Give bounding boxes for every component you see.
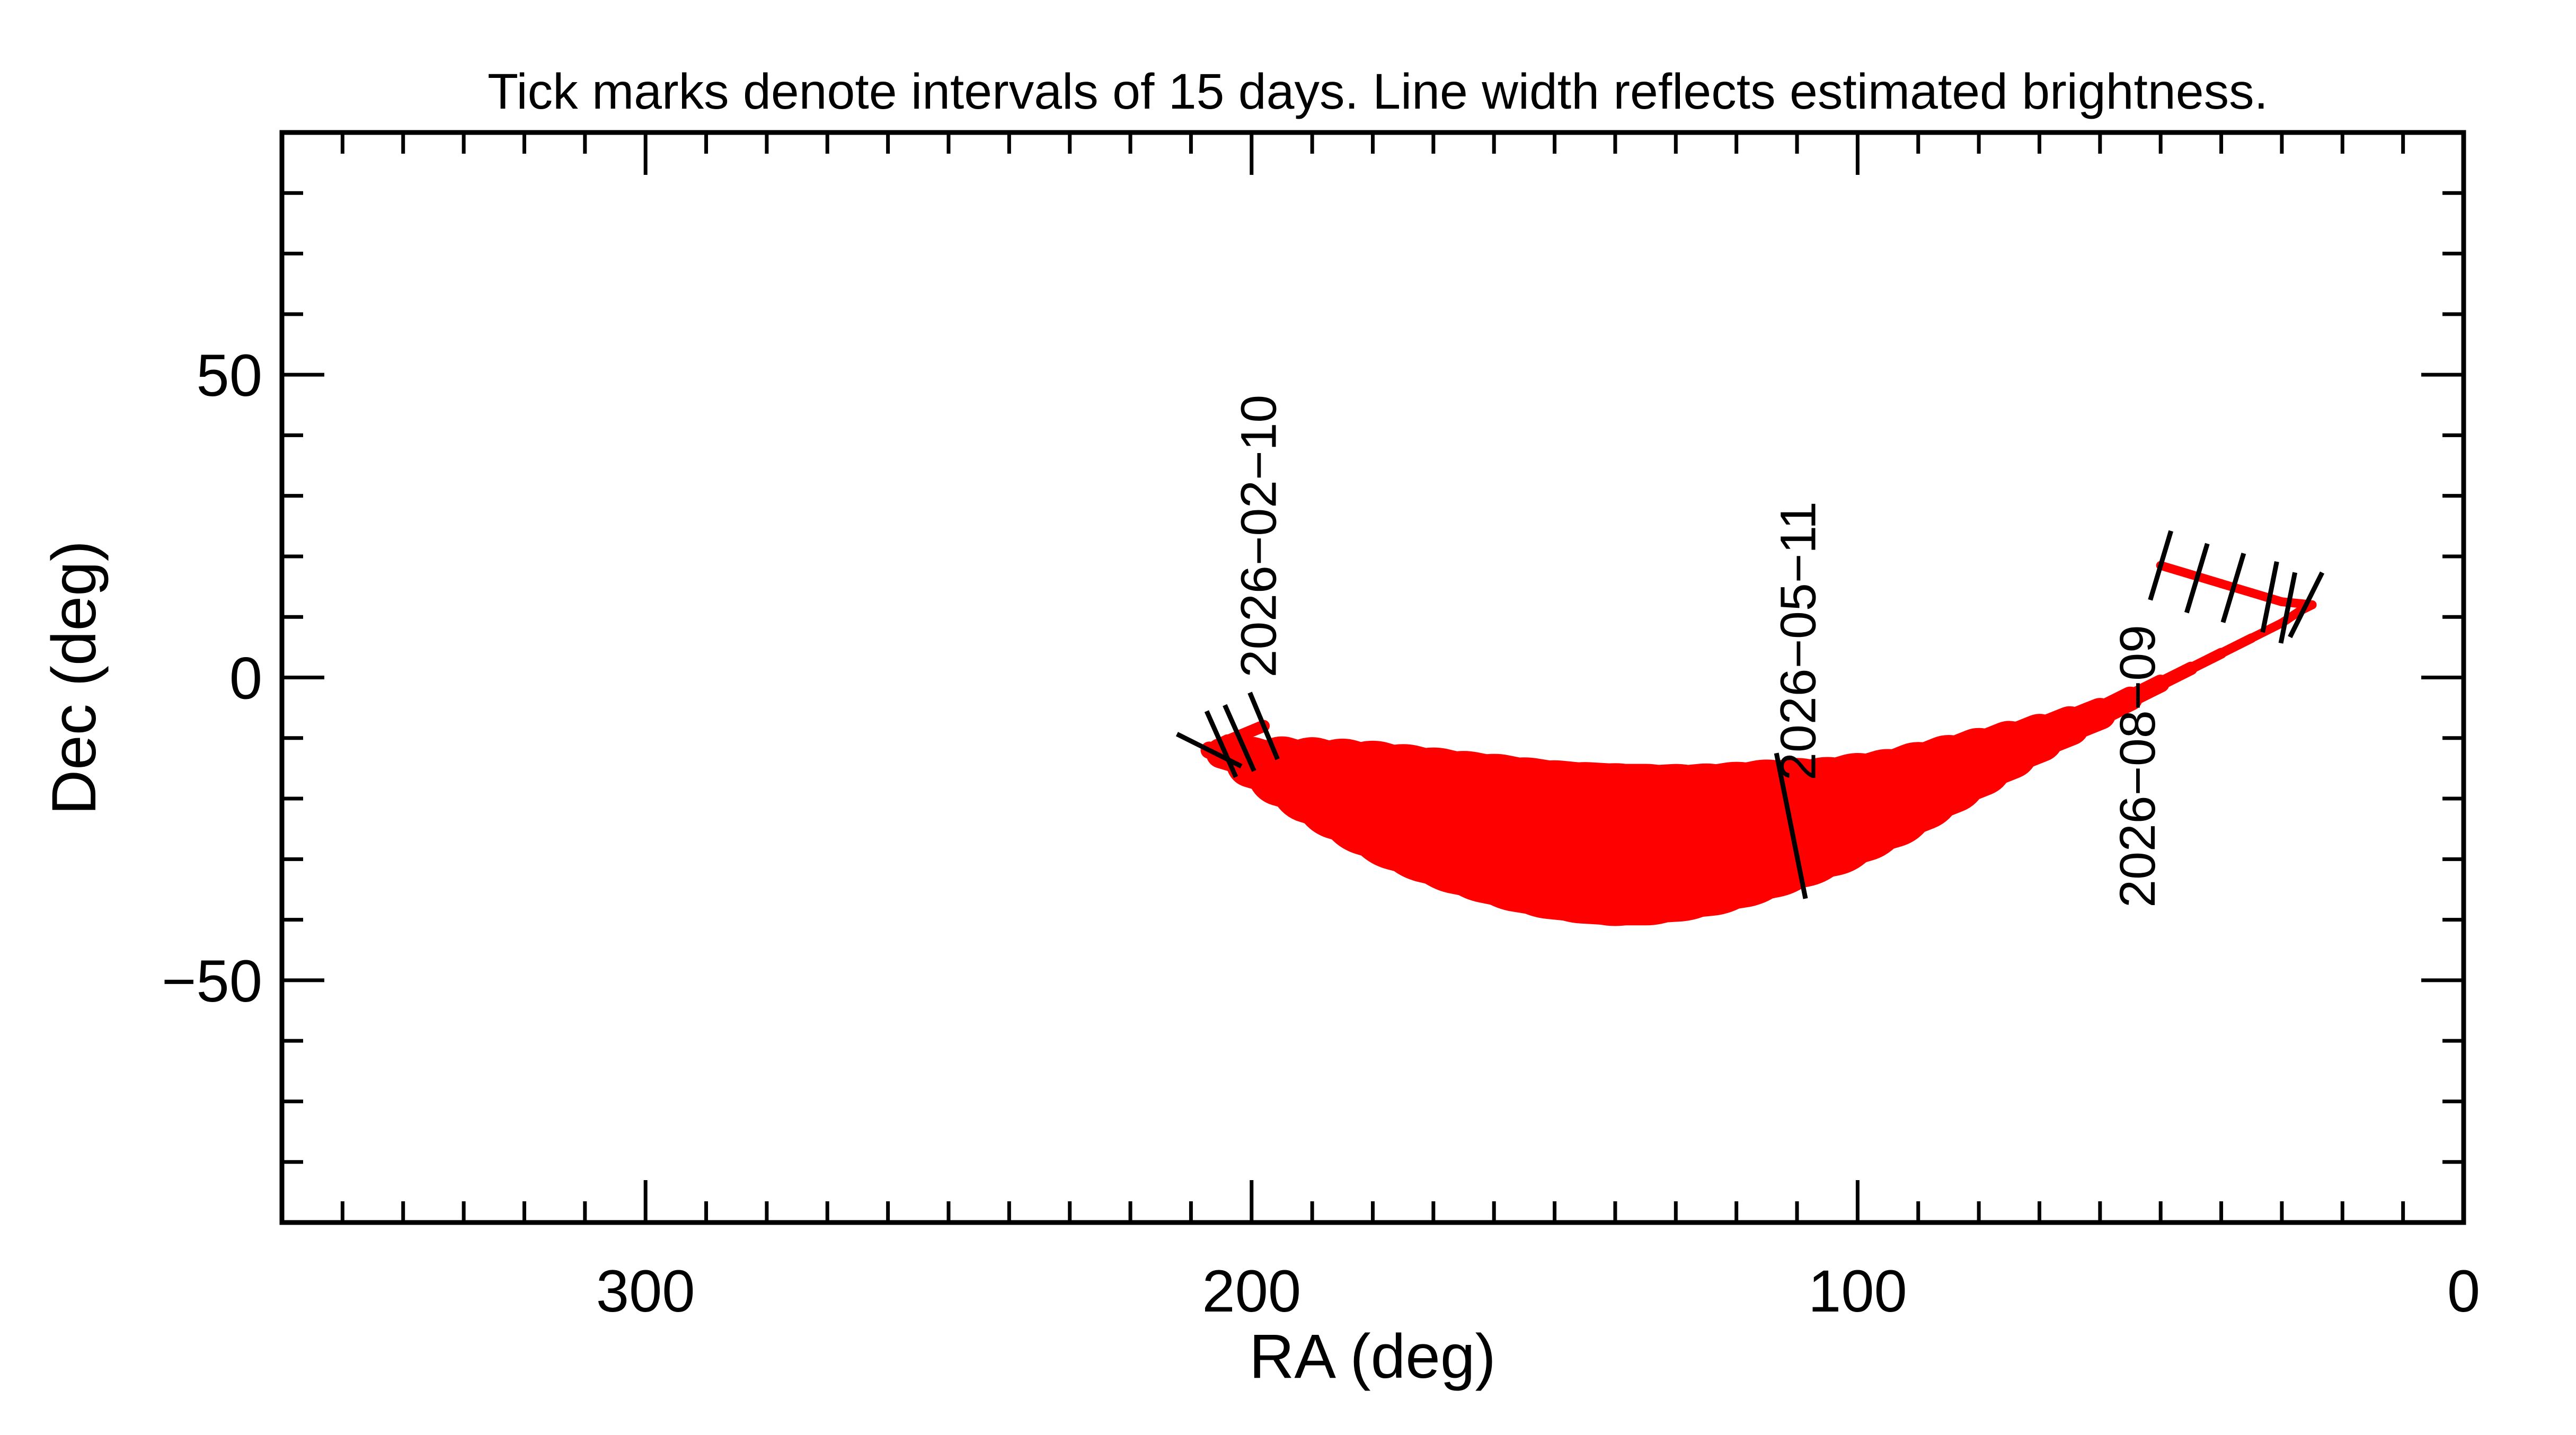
track-point [2216,648,2227,659]
date-tick-mark [1223,704,1256,772]
track-point [2307,600,2317,609]
track-point [2185,662,2197,675]
date-tick-mark [2184,543,2210,614]
date-tick-mark [2148,530,2174,601]
track-segment [2247,588,2287,607]
track-point [2017,716,2061,760]
track-point [2217,579,2226,588]
x-tick-label: 100 [1808,1258,1907,1324]
x-tick-label: 200 [1202,1258,1301,1324]
date-label: 2026−02−10 [1231,395,1287,678]
track-point [2052,708,2088,744]
track-segment [2247,618,2287,643]
track-point [2086,699,2114,728]
date-tick-mark [1774,752,1808,899]
date-tick-mark [1247,692,1280,760]
date-tick-mark [2260,561,2279,633]
track-point [2186,570,2196,579]
x-tick-label: 300 [596,1258,695,1324]
x-tick-labels: 300 200 100 0 [596,1258,2480,1324]
track-segment [2217,579,2256,597]
track-segment [2216,633,2256,658]
track-segment [2156,561,2196,579]
axis-ticks [280,130,2466,1225]
y-tick-labels: 50 0 −50 [162,342,262,1014]
date-tick-mark [2220,552,2246,623]
x-tick-label: 0 [2447,1258,2480,1324]
track-layer [1200,561,2317,926]
chart-title: Tick marks denote intervals of 15 days. … [488,64,2268,120]
track-point [2153,676,2168,692]
date-tick-mark [1175,732,1243,769]
x-axis-label: RA (deg) [1249,1322,1496,1392]
track-point [2120,688,2141,709]
date-tick-mark [2288,571,2325,639]
y-tick-label: 50 [196,342,262,409]
track-point [2277,597,2287,607]
y-tick-label: 0 [229,645,262,712]
track-point [2247,588,2256,597]
date-label: 2026−05−11 [1770,501,1826,781]
date-tick-mark [2278,572,2298,644]
date-tick-mark [1204,710,1238,778]
date-label-layer: 2026−02−10 2026−05−11 2026−08−09 [1231,395,2166,908]
track-point [2247,633,2256,643]
y-tick-label: −50 [162,948,262,1014]
date-label: 2026−08−09 [2110,625,2166,908]
date-tick-layer [1175,530,2325,899]
y-axis-label: Dec (deg) [39,541,109,815]
